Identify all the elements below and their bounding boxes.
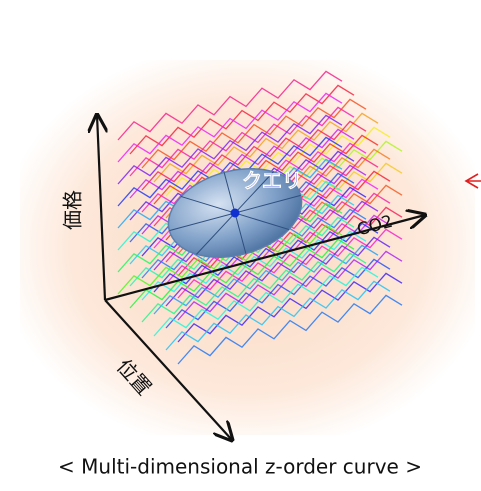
diagram: クエリ CO2 価格 位置 < Multi-dimensional z-orde… bbox=[0, 0, 481, 491]
page: {"labels": {"query": "クエリ", "co2": "CO2"… bbox=[0, 0, 481, 491]
query-center bbox=[231, 209, 240, 218]
query-label: クエリ bbox=[242, 169, 302, 193]
caption: < Multi-dimensional z-order curve > bbox=[58, 455, 422, 479]
price-label: 価格 bbox=[61, 190, 85, 230]
